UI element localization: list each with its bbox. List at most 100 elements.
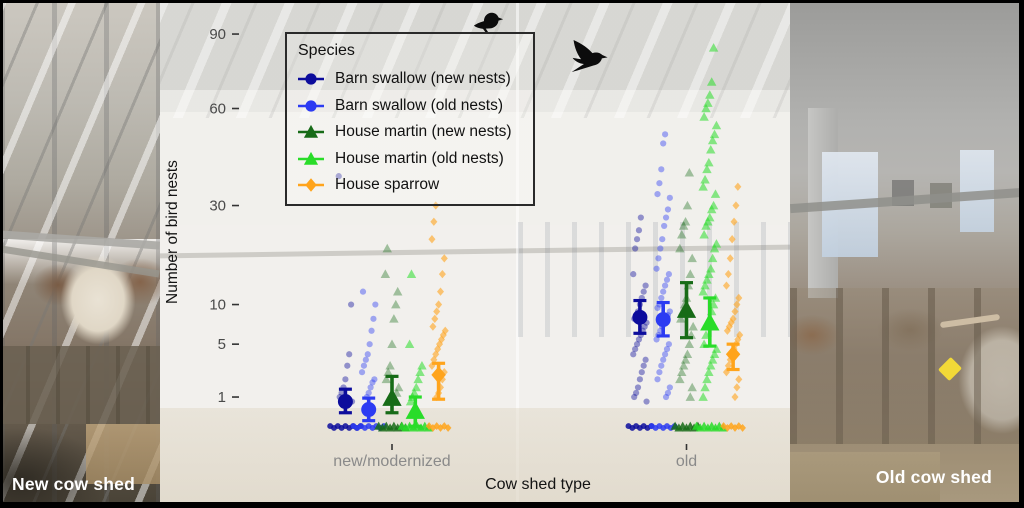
- data-point: [444, 423, 452, 432]
- legend-item: Barn swallow (new nests): [296, 66, 524, 93]
- x-tick-label: new/modernized: [333, 453, 450, 470]
- data-point: [371, 376, 378, 383]
- data-point: [685, 392, 696, 401]
- data-point: [431, 366, 446, 384]
- y-tick-label: 10: [209, 297, 226, 314]
- data-point: [688, 321, 698, 331]
- data-point: [393, 382, 404, 392]
- data-point: [728, 235, 736, 244]
- data-point: [658, 294, 665, 302]
- data-point: [406, 269, 417, 278]
- data-point: [666, 308, 673, 315]
- data-point: [727, 422, 735, 431]
- chart-legend: Species Barn swallow (new nests) Barn swa…: [285, 32, 535, 206]
- data-point: [677, 367, 687, 376]
- data-point: [660, 140, 667, 147]
- data-point: [637, 214, 644, 221]
- data-point: [702, 164, 712, 174]
- data-point: [387, 339, 397, 348]
- data-point: [633, 341, 641, 348]
- data-point: [417, 361, 427, 370]
- legend-marker-icon: [298, 151, 324, 165]
- data-point: [727, 318, 735, 327]
- data-point: [305, 100, 317, 112]
- data-point: [684, 167, 695, 177]
- data-point: [335, 173, 342, 180]
- series-points-3: [374, 167, 703, 432]
- data-point: [436, 287, 445, 296]
- data-point: [364, 351, 371, 358]
- data-point: [665, 341, 673, 348]
- data-point: [678, 221, 689, 230]
- data-point: [431, 314, 439, 323]
- data-point: [687, 253, 697, 263]
- data-point: [698, 286, 708, 296]
- data-point: [369, 379, 376, 386]
- y-axis: 1 5 10 30 60 90 Number of bird nests: [164, 26, 239, 406]
- data-point: [640, 288, 647, 295]
- legend-item-label: House martin (old nests): [335, 149, 504, 167]
- legend-item: Barn swallow (old nests): [296, 93, 524, 120]
- y-tick-label: 30: [209, 198, 226, 215]
- data-point: [666, 384, 673, 391]
- flying-swallow-icon: [571, 39, 608, 73]
- data-point: [632, 345, 639, 353]
- data-point: [735, 422, 743, 431]
- data-point: [725, 345, 741, 363]
- x-tick-label: old: [676, 453, 697, 470]
- data-point: [653, 336, 660, 343]
- data-point: [739, 423, 746, 432]
- data-point: [707, 355, 718, 364]
- data-point: [709, 243, 720, 253]
- data-point: [413, 374, 423, 384]
- data-point: [724, 270, 732, 279]
- data-point: [660, 356, 667, 363]
- data-point: [630, 351, 637, 358]
- photo-straw-floor: [790, 452, 940, 508]
- data-point: [707, 135, 718, 145]
- data-point: [389, 314, 399, 323]
- data-point: [708, 43, 719, 52]
- data-point: [664, 389, 672, 397]
- legend-marker-icon: [298, 125, 324, 138]
- data-point: [634, 384, 642, 391]
- data-point: [698, 392, 708, 401]
- data-point: [632, 245, 639, 252]
- data-point: [678, 361, 689, 370]
- series-summary-1: [337, 298, 648, 415]
- data-point: [433, 422, 441, 431]
- data-point: [654, 304, 661, 312]
- legend-title: Species: [298, 42, 355, 59]
- data-point: [735, 293, 743, 303]
- data-point: [662, 131, 669, 138]
- series-summary-2: [361, 300, 671, 423]
- data-point: [682, 200, 693, 210]
- series-points-4: [397, 43, 728, 432]
- data-point: [415, 367, 425, 376]
- data-point: [358, 369, 366, 376]
- data-point: [655, 312, 671, 328]
- photo-wooden-trough: [0, 346, 160, 424]
- data-point: [411, 382, 421, 392]
- data-point: [430, 217, 438, 226]
- data-point: [724, 423, 731, 432]
- y-tick-label: 60: [209, 101, 226, 118]
- data-point: [731, 392, 739, 402]
- data-point: [701, 221, 711, 230]
- data-point: [658, 166, 665, 173]
- legend-item-label: Barn swallow (old nests): [335, 96, 503, 114]
- data-point: [685, 269, 696, 278]
- left-photo-caption: New cow shed: [12, 474, 135, 494]
- data-point: [438, 270, 446, 279]
- data-point: [435, 300, 443, 309]
- data-point: [661, 222, 668, 230]
- data-point: [405, 401, 425, 419]
- legend-item-label: House martin (new nests): [335, 123, 512, 141]
- data-point: [425, 422, 433, 431]
- data-point: [631, 393, 638, 401]
- data-point: [706, 77, 717, 86]
- legend-item: House sparrow: [296, 172, 524, 199]
- data-point: [342, 376, 349, 383]
